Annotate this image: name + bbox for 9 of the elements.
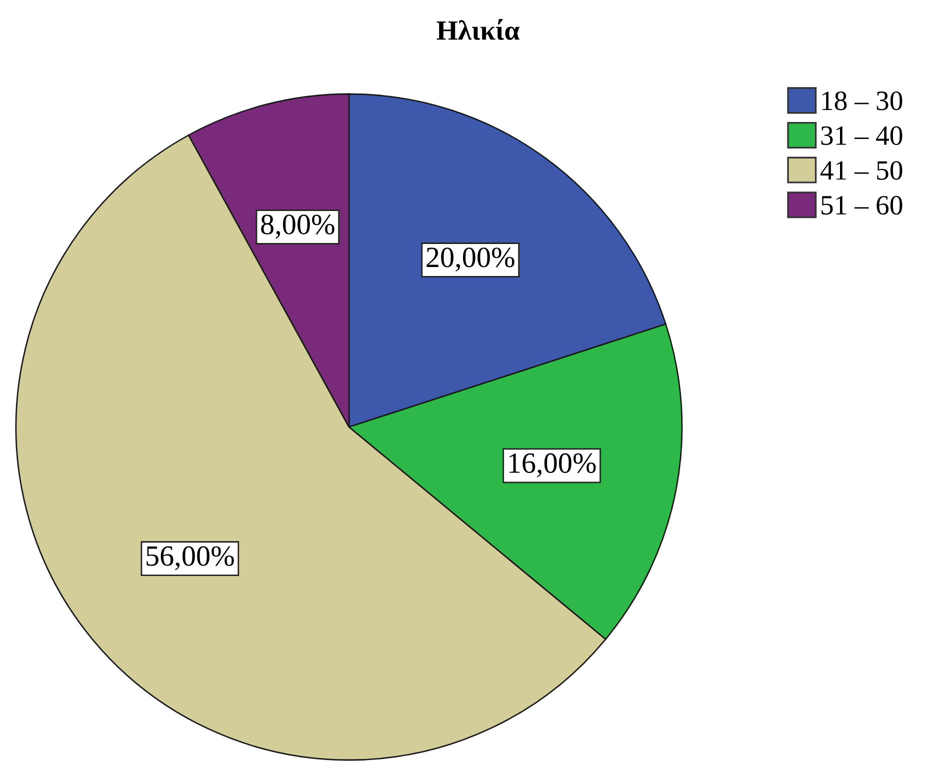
data-label: 56,00% bbox=[146, 546, 234, 570]
data-label: 16,00% bbox=[509, 453, 596, 478]
legend-label: 31 – 40 bbox=[821, 126, 902, 146]
legend-label: 18 – 30 bbox=[822, 91, 902, 110]
data-label: 8,00% bbox=[261, 214, 334, 239]
legend-label: 51 – 60 bbox=[822, 196, 902, 215]
chart-title: Ηλικία bbox=[436, 19, 520, 40]
data-label: 20,00% bbox=[426, 248, 514, 272]
legend-label: 41 – 50 bbox=[820, 161, 902, 180]
